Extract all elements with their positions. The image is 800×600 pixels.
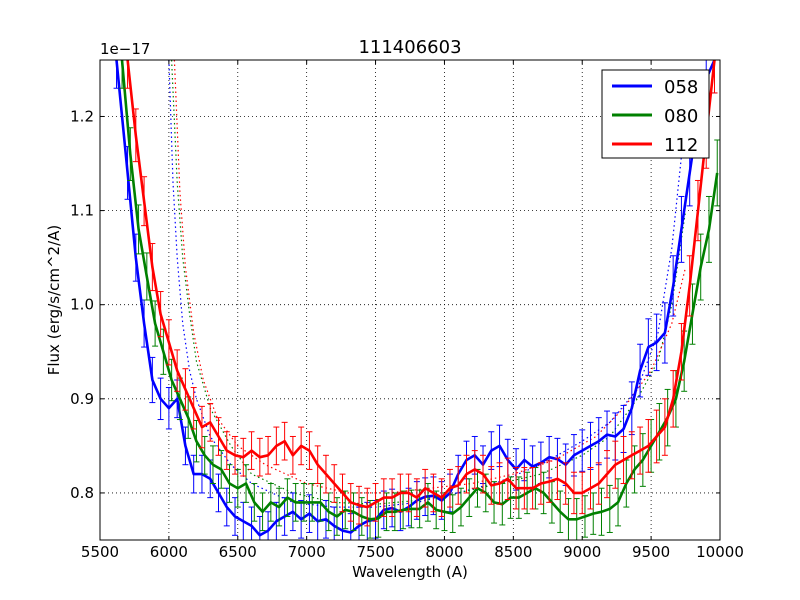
x-tick-label: 6500 (219, 543, 257, 561)
series-line-112 (126, 60, 716, 509)
x-tick-label: 10000 (696, 543, 744, 561)
legend-label-080: 080 (664, 106, 698, 127)
plot-frame (99, 59, 721, 541)
ticks: 5500 6000 6500 7000 7500 8000 8500 9000 9500 1000… (70, 60, 744, 561)
legend-label-112: 112 (664, 135, 698, 156)
legend-label-058: 058 (664, 77, 698, 98)
chart-title: 111406603 (358, 37, 461, 58)
x-tick-label: 9000 (563, 543, 601, 561)
x-tick-label: 8000 (425, 543, 463, 561)
x-tick-label: 6000 (150, 543, 188, 561)
y-tick-label: 1.2 (70, 107, 94, 125)
x-tick-label: 7000 (288, 543, 326, 561)
y-axis-label: Flux (erg/s/cm^2/A) (45, 225, 63, 376)
x-axis-label: Wavelength (A) (352, 563, 468, 581)
y-tick-label: 0.9 (70, 390, 94, 408)
legend: 058 080 112 (601, 69, 710, 159)
x-tick-label: 8500 (494, 543, 532, 561)
y-tick-label: 0.8 (70, 484, 94, 502)
series-112 (124, 60, 718, 527)
y-tick-label: 1.1 (70, 202, 94, 220)
y-offset-text: 1e−17 (100, 40, 150, 58)
y-tick-label: 1.0 (70, 296, 94, 314)
series-line-080 (120, 60, 719, 521)
x-tick-label: 5500 (81, 543, 119, 561)
x-tick-label: 9500 (632, 543, 670, 561)
x-tick-label: 7500 (356, 543, 394, 561)
data-layer (113, 60, 720, 540)
